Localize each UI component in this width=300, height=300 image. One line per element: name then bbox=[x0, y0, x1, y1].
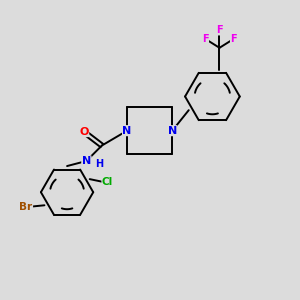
Text: N: N bbox=[122, 126, 132, 136]
Text: N: N bbox=[82, 156, 91, 166]
Text: Cl: Cl bbox=[102, 177, 113, 187]
Text: O: O bbox=[79, 127, 89, 136]
Text: N: N bbox=[168, 126, 177, 136]
Text: Br: Br bbox=[20, 202, 33, 212]
Text: F: F bbox=[202, 34, 208, 44]
Text: H: H bbox=[95, 159, 103, 169]
Text: F: F bbox=[216, 25, 223, 35]
Text: F: F bbox=[230, 34, 237, 44]
